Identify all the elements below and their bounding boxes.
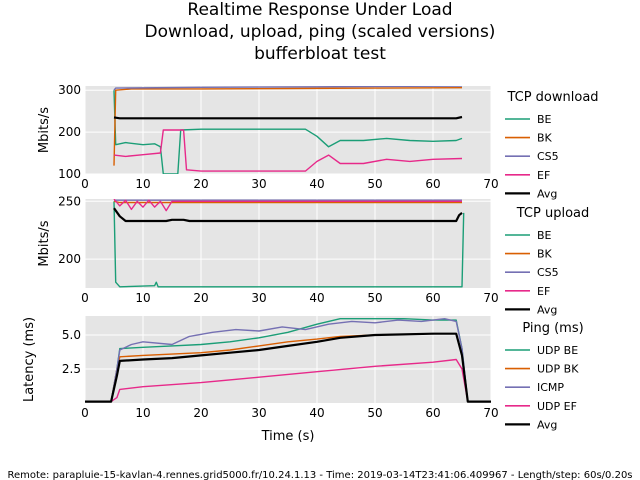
series-line-avg — [85, 332, 491, 403]
series-line-udp-be — [85, 318, 491, 403]
x-tick-label: 50 — [367, 406, 382, 420]
series-group — [85, 318, 491, 403]
x-tick-label: 10 — [135, 291, 150, 305]
x-tick-label: 10 — [135, 406, 150, 420]
x-tick-label: 0 — [81, 177, 89, 191]
legend: TCP upload BE BK CS5 EF Avg — [505, 206, 589, 316]
x-tick-label: 60 — [425, 177, 440, 191]
y-tick-label: 2.5 — [62, 362, 81, 376]
y-tick-label: 200 — [58, 252, 81, 266]
x-tick-label: 0 — [81, 291, 89, 305]
chart-panel-1: 0 10 20 30 40 50 60 70 100 200 300 Mbits/s TCP downl… — [37, 83, 599, 200]
series-line-udp-ef — [85, 358, 491, 403]
y-axis-label: Mbits/s — [37, 107, 52, 153]
y-tick-label: 200 — [58, 125, 81, 139]
y-axis-label: Mbits/s — [37, 220, 52, 266]
y-tick-label: 100 — [58, 167, 81, 181]
x-tick-label: 30 — [251, 177, 266, 191]
x-tick-label: 10 — [135, 177, 150, 191]
x-tick-label: 70 — [483, 406, 498, 420]
legend-entry: UDP EF — [537, 400, 577, 413]
series-group — [113, 199, 465, 288]
legend-entry: EF — [537, 285, 550, 298]
series-line-be — [113, 90, 463, 174]
y-axis-label: Latency (ms) — [22, 317, 37, 402]
x-tick-label: 0 — [81, 406, 89, 420]
legend-entry: UDP BE — [537, 344, 578, 357]
series-group — [113, 86, 463, 174]
x-tick-label: 30 — [251, 291, 266, 305]
legend: TCP download BE BK CS5 EF Avg — [505, 90, 599, 200]
legend-entry: Avg — [537, 187, 557, 200]
plot-background — [85, 86, 491, 174]
x-tick-label: 20 — [193, 177, 208, 191]
x-tick-label: 40 — [309, 291, 324, 305]
title-line-1: Realtime Response Under Load — [187, 0, 452, 20]
series-line-bk — [113, 87, 463, 166]
footer-text: Remote: parapluie-15-kavlan-4.rennes.gri… — [7, 470, 632, 480]
legend-entry: Avg — [537, 418, 557, 431]
legend-title: TCP download — [506, 90, 598, 105]
series-line-avg — [113, 207, 463, 223]
series-line-bk — [113, 200, 462, 204]
legend-title: Ping (ms) — [522, 321, 583, 336]
legend-entry: CS5 — [537, 266, 559, 279]
series-line-cs5 — [113, 86, 463, 91]
y-tick-label: 250 — [58, 194, 81, 208]
legend-entry: BE — [537, 229, 552, 242]
x-tick-label: 50 — [367, 291, 382, 305]
legend-entry: Avg — [537, 303, 557, 316]
x-tick-label: 50 — [367, 177, 382, 191]
chart-panel-3: 0 10 20 30 40 50 60 70 2.5 5.0 Latency (ms) Ping (m… — [22, 316, 584, 431]
legend-entry: BK — [537, 248, 553, 261]
legend-entry: CS5 — [537, 150, 559, 163]
x-tick-label: 60 — [425, 291, 440, 305]
x-tick-label: 40 — [309, 177, 324, 191]
x-tick-label: 60 — [425, 406, 440, 420]
legend-entry: EF — [537, 169, 550, 182]
series-line-be — [113, 201, 465, 288]
series-line-icmp — [85, 318, 491, 403]
x-tick-label: 30 — [251, 406, 266, 420]
x-tick-label: 20 — [193, 291, 208, 305]
series-line-ef — [113, 199, 462, 212]
y-tick-label: 300 — [58, 83, 81, 97]
title-line-3: bufferbloat test — [254, 44, 386, 64]
plot-background — [85, 199, 491, 288]
legend-entry: BK — [537, 132, 553, 145]
y-tick-label: 5.0 — [62, 328, 81, 342]
legend-entry: UDP BK — [537, 363, 579, 376]
series-line-avg — [113, 115, 463, 120]
legend-entry: ICMP — [537, 381, 564, 394]
x-tick-label: 70 — [483, 177, 498, 191]
title-line-2: Download, upload, ping (scaled versions) — [145, 22, 496, 42]
x-tick-label: 40 — [309, 406, 324, 420]
legend-title: TCP upload — [516, 206, 590, 221]
x-tick-label: 70 — [483, 291, 498, 305]
x-tick-label: 20 — [193, 406, 208, 420]
legend: Ping (ms) UDP BE UDP BK ICMP UDP EF Avg — [505, 321, 584, 431]
legend-entry: BE — [537, 113, 552, 126]
chart-panel-2: 0 10 20 30 40 50 60 70 200 250 Mbits/s TCP upload BE… — [37, 194, 589, 316]
series-line-ef — [113, 129, 463, 172]
x-axis-label: Time (s) — [261, 429, 315, 444]
